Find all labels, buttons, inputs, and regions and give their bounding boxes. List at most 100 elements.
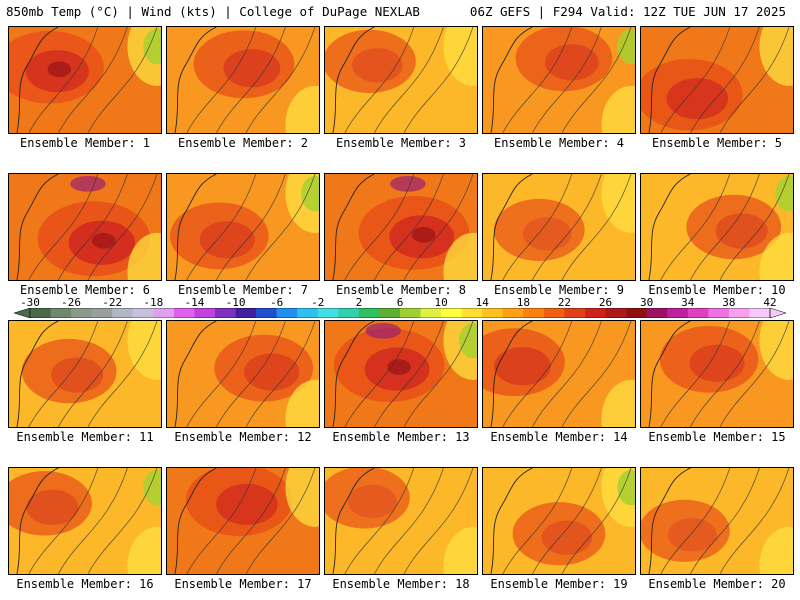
ensemble-map-panel [640,173,794,281]
colorbar-swatch [256,308,277,318]
colorbar-swatch [338,308,360,318]
colorbar-swatch [687,308,709,318]
ensemble-map-panel [8,320,162,428]
ensemble-member-label: Ensemble Member: 12 [174,430,312,444]
ensemble-map-panel [640,320,794,428]
colorbar-swatch [132,308,154,318]
colorbar-tick-label: -6 [270,296,284,309]
ensemble-member-label: Ensemble Member: 19 [490,577,628,591]
ensemble-member-label: Ensemble Member: 14 [490,430,628,444]
colorbar-tick-label: -18 [143,296,164,309]
ensemble-member-label: Ensemble Member: 1 [19,136,151,150]
colorbar-swatch [50,308,72,318]
colorbar-swatch [173,308,195,318]
ensemble-member-label: Ensemble Member: 10 [648,283,786,297]
colorbar-tick-label: 10 [434,296,448,309]
colorbar-swatch [297,308,319,318]
colorbar-swatch [708,308,730,318]
ensemble-member-label: Ensemble Member: 16 [16,577,154,591]
temperature-colorbar [14,308,786,318]
colorbar-tick-label: -14 [184,296,205,309]
colorbar-swatch [523,308,545,318]
ensemble-member-label: Ensemble Member: 9 [493,283,625,297]
ensemble-member-label: Ensemble Member: 4 [493,136,625,150]
colorbar-swatch [667,308,689,318]
ensemble-member-label: Ensemble Member: 8 [335,283,467,297]
ensemble-map-panel [166,26,320,134]
colorbar-tick-label: 22 [557,296,572,309]
ensemble-map-panel [324,467,478,575]
colorbar-swatch [235,308,257,318]
colorbar-swatch [71,308,92,318]
colorbar-tick-label: -26 [61,296,82,309]
ensemble-map-panel [8,467,162,575]
ensemble-map-panel [482,173,636,281]
ensemble-map-panel [166,320,320,428]
colorbar-swatch [482,308,504,318]
ensemble-map-panel [324,26,478,134]
colorbar-swatch [215,308,236,318]
colorbar-swatch [420,308,442,318]
model-run-info: 06Z GEFS | F294 Valid: 12Z TUE JUN 17 20… [469,4,786,19]
colorbar-swatch [441,308,462,318]
ensemble-member-label: Ensemble Member: 13 [332,430,470,444]
colorbar-tick-label: 6 [396,296,404,309]
colorbar-swatch [317,308,339,318]
colorbar-right-arrow [769,308,786,318]
colorbar-swatch [728,308,750,318]
colorbar-swatch [646,308,668,318]
ensemble-map-panel [640,467,794,575]
ensemble-map-panel [324,173,478,281]
colorbar-swatch [379,308,401,318]
colorbar-tick-label: 2 [355,296,363,309]
colorbar-tick-label: 38 [722,296,736,309]
colorbar-tick-label: -30 [20,296,40,309]
colorbar-swatch [30,308,51,318]
ensemble-member-label: Ensemble Member: 5 [651,136,783,150]
colorbar-swatch [749,308,771,318]
colorbar-tick-label: 34 [681,296,695,309]
ensemble-map-panel [8,173,162,281]
colorbar-tick-label: 30 [640,296,654,309]
map-title: 850mb Temp (°C) | Wind (kts) | College o… [6,4,420,19]
colorbar-tick-label: -22 [102,296,123,309]
colorbar-left-arrow [14,308,31,318]
colorbar-tick-label: 18 [516,296,530,309]
ensemble-member-label: Ensemble Member: 7 [177,283,309,297]
colorbar-swatch [564,308,586,318]
ensemble-member-label: Ensemble Member: 11 [16,430,154,444]
ensemble-map-panel [8,26,162,134]
ensemble-map-panel [166,467,320,575]
colorbar-swatch [358,308,380,318]
ensemble-member-label: Ensemble Member: 18 [332,577,470,591]
colorbar-swatches [14,308,786,318]
colorbar-swatch [400,308,421,318]
ensemble-map-panel [482,320,636,428]
colorbar-tick-label: 26 [598,296,613,309]
ensemble-map-panel [482,467,636,575]
colorbar-swatch [276,308,298,318]
colorbar-swatch [543,308,565,318]
colorbar-swatch [461,308,483,318]
colorbar-swatch [194,308,216,318]
colorbar-tick-label: -2 [311,296,325,309]
ensemble-member-label: Ensemble Member: 3 [335,136,467,150]
ensemble-member-label: Ensemble Member: 6 [19,283,151,297]
ensemble-member-label: Ensemble Member: 15 [648,430,786,444]
ensemble-map-panel [166,173,320,281]
ensemble-map-panel [640,26,794,134]
colorbar-swatch [112,308,134,318]
colorbar-swatch [626,308,647,318]
colorbar-swatch [502,308,524,318]
colorbar-swatch [605,308,627,318]
ensemble-map-panel [482,26,636,134]
ensemble-map-panel [324,320,478,428]
ensemble-member-label: Ensemble Member: 20 [648,577,786,591]
colorbar-tick-label: 42 [763,296,777,309]
colorbar-tick-label: 14 [475,296,489,309]
colorbar-tick-label: -10 [225,296,246,309]
colorbar-swatch [91,308,113,318]
ensemble-member-label: Ensemble Member: 2 [177,136,309,150]
colorbar-swatch [153,308,175,318]
ensemble-member-label: Ensemble Member: 17 [174,577,312,591]
